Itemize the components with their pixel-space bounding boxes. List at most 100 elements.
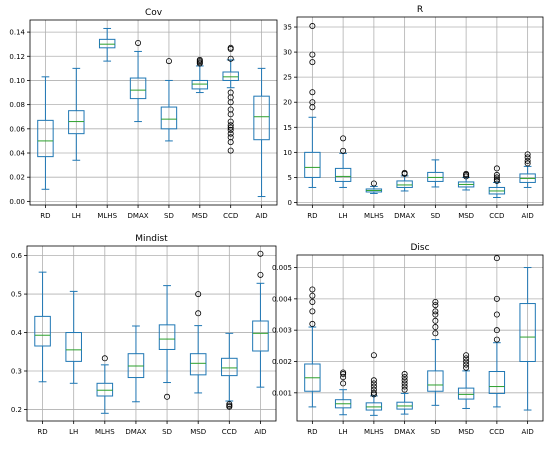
box-AID [252,250,269,388]
box-MSD [191,56,209,94]
x-tick-label: LH [339,212,348,220]
outlier-point [463,355,470,362]
box-AID [253,67,270,198]
outlier-point [401,377,408,384]
x-tick-label: SD [162,428,172,436]
x-tick-label: CCD [222,428,237,436]
x-tick-label: AID [522,428,534,436]
outlier-point [370,352,377,359]
outlier-point [432,311,439,318]
outlier-point [463,352,470,359]
x-tick-label: LH [72,212,81,220]
y-tick-label: 0.06 [9,125,25,133]
box-AID [519,267,536,411]
iqr-box [65,332,82,362]
chart-panel-4: 0.001 0.002 0.003 0.004 0.005 RD LH MLHS DMAX SD M… [272,243,544,436]
x-tick-label: LH [69,428,78,436]
y-tick-label: 0.04 [9,150,25,158]
outlier-point [432,330,439,337]
y-tick-label: 0.002 [272,358,292,366]
iqr-box [191,79,209,90]
y-tick-label: 0.6 [11,252,23,260]
outlier-point [432,317,439,324]
outlier-point [195,291,202,298]
outlier-point [101,355,108,362]
x-tick-label: MLHS [364,428,384,436]
plot-frame [296,254,544,422]
y-tick-label: 0.10 [9,77,25,85]
x-tick-label: MSD [458,212,474,220]
box-DMAX [396,169,413,192]
iqr-box [98,38,116,49]
x-tick-label: LH [339,428,348,436]
outlier-point [493,327,500,334]
box-LH [65,290,82,384]
outlier-point [226,401,233,408]
x-tick-label: RD [307,428,317,436]
y-tick-label: 20 [283,99,292,107]
outlier-point [524,151,531,158]
outlier-point [164,393,171,400]
outlier-point [227,118,234,125]
x-tick-label: AID [255,212,267,220]
x-tick-label: DMAX [394,212,415,220]
box-SD [427,298,444,406]
plot-frame [29,19,278,206]
iqr-box [304,151,321,178]
outlier-point [227,139,234,146]
outlier-point [524,154,531,161]
box-AID [519,151,536,188]
outlier-point [463,361,470,368]
outlier-point [257,271,264,278]
x-tick-label: DMAX [394,428,415,436]
outlier-point [401,374,408,381]
iqr-box [96,382,114,397]
x-tick-label: RD [40,212,50,220]
outlier-point [401,380,408,387]
y-tick-label: 25 [283,74,292,82]
iqr-box [396,180,413,188]
y-tick-label: 5 [288,174,292,182]
iqr-box [427,171,444,182]
x-tick-label: AID [254,428,266,436]
outlier-point [370,180,377,187]
outlier-point [401,386,408,393]
outlier-point [370,389,377,396]
chart-title: Disc [410,243,429,253]
iqr-box [488,371,506,394]
y-tick-label: 0.02 [9,174,25,182]
box-CCD [488,255,506,408]
box-DMAX [127,325,145,403]
box-CCD [488,165,506,198]
x-tick-label: CCD [223,212,238,220]
box-MSD [457,352,475,409]
x-tick-label: MSD [192,212,208,220]
iqr-box [427,370,444,392]
outlier-point [309,292,316,299]
y-tick-label: 0.08 [9,101,25,109]
x-tick-label: RD [307,212,317,220]
iqr-box [158,324,176,350]
x-tick-label: CCD [489,212,504,220]
y-tick-label: 30 [283,49,292,57]
outlier-point [226,403,233,410]
outlier-point [524,157,531,164]
outlier-point [463,364,470,371]
iqr-box [189,353,207,376]
outlier-point [493,176,500,183]
outlier-point [432,308,439,315]
x-tick-label: RD [37,428,47,436]
y-tick-label: 0.003 [272,327,292,335]
iqr-box [252,320,269,352]
iqr-box [253,95,270,141]
outlier-point [227,55,234,62]
iqr-box [222,71,239,81]
outlier-point [401,169,408,176]
outlier-point [196,56,203,63]
outlier-point [309,286,316,293]
x-tick-label: AID [522,212,534,220]
outlier-point [432,324,439,331]
y-tick-label: 0.001 [272,389,292,397]
y-tick-label: 0.14 [9,29,25,37]
iqr-box [160,106,178,130]
